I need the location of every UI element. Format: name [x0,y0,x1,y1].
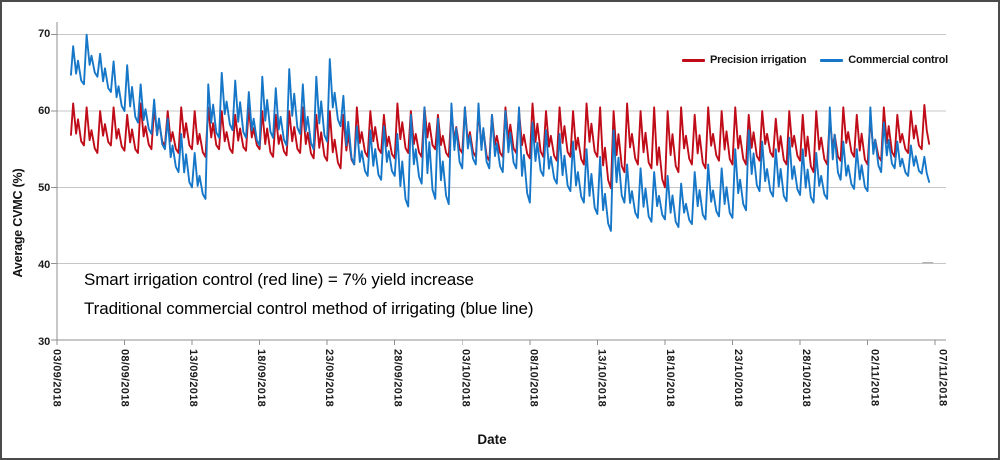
y-tick-label: 50 [38,182,50,194]
x-tick-label: 23/10/2018 [732,349,745,408]
x-tick-label: 28/09/2018 [391,349,404,408]
precision-irrigation-swatch-icon [682,58,705,62]
gridlines [56,34,947,265]
y-tick-label: 40 [38,259,50,271]
x-tick-label: 28/10/2018 [800,349,813,408]
x-tick-label: 03/10/2018 [459,349,472,408]
y-tick-label: 60 [38,105,50,117]
x-tick-label: 08/09/2018 [118,349,131,408]
y-tick-label: 70 [38,28,50,40]
x-tick-label: 18/10/2018 [663,349,676,408]
precision-irrigation-line [70,102,931,190]
y-axis-title: Average CVMC (%) [11,168,25,278]
annotation-line-1: Smart irrigation control (red line) = 7%… [84,270,474,289]
legend-item-precision-irrigation: Precision irrigation [682,54,806,66]
commercial-control-swatch-icon [820,58,844,62]
legend-label: Commercial control [848,54,948,66]
y-tick-label: 30 [38,336,50,348]
x-tick-label: 13/09/2018 [186,349,199,408]
x-tick-label: 18/09/2018 [254,349,267,408]
legend-item-commercial-control: Commercial control [820,54,948,66]
x-tick-label: 08/10/2018 [527,349,540,408]
commercial-control-line [70,33,931,232]
annotation-line-2: Traditional commercial control method of… [84,299,534,318]
legend-label: Precision irrigation [710,54,807,66]
x-tick-label: 23/09/2018 [323,349,336,408]
legend: Precision irrigation Commercial control [682,52,948,68]
x-tick-label: 03/09/2018 [50,349,63,408]
x-tick-label: 07/11/2018 [936,349,949,407]
x-tick-label: 13/10/2018 [595,349,608,408]
x-tick-label: 02/11/2018 [868,349,881,407]
x-axis-title: Date [477,432,507,447]
axes [50,21,947,345]
